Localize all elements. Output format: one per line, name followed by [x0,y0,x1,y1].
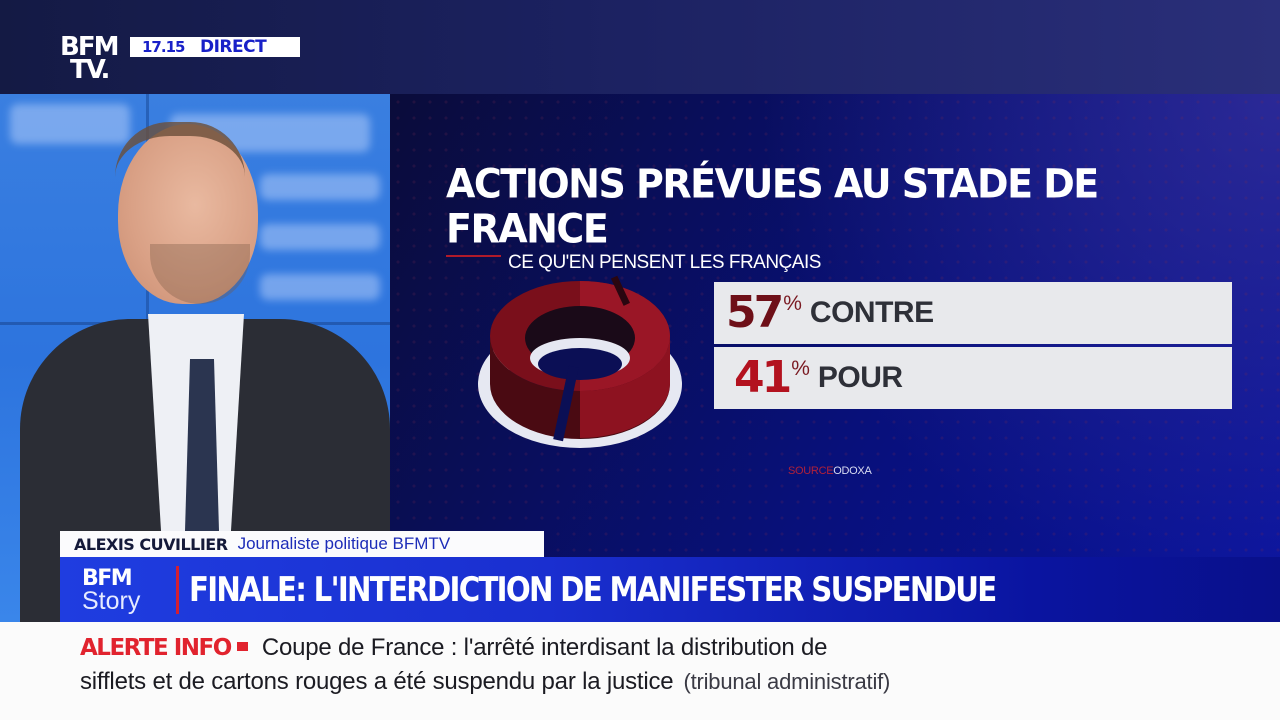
program-logo-line1: BFM [82,565,133,591]
result-row-pour: 41 % POUR [714,347,1232,409]
guest-name: ALEXIS CUVILLIER [74,534,228,554]
background-screen-text [10,104,130,144]
live-label: DIRECT [200,37,267,57]
broadcast-time: 17.15 [142,38,185,56]
ticker-line-1: ALERTE INFO Coupe de France : l'arrêté in… [80,631,1280,665]
percent-sign: % [783,292,802,315]
poll-subtitle: CE QU'EN PENSENT LES FRANÇAIS [508,252,821,273]
donut-chart-3d [475,266,685,456]
ticker-note: (tribunal administratif) [683,669,891,694]
logo-line1: BFM [60,32,119,62]
ticker-line-2: sifflets et de cartons rouges a été susp… [80,665,1280,698]
result-label: CONTRE [809,296,934,329]
live-tag: 17.15 DIRECT [130,37,300,57]
background-screen-text [260,274,380,300]
result-label: POUR [817,361,903,394]
result-value: 57 [726,287,784,338]
program-logo-line2: Story [82,586,141,615]
alert-label: ALERTE INFO [80,635,232,661]
news-ticker: ALERTE INFO Coupe de France : l'arrêté in… [0,622,1280,720]
logo-line2: TV. [70,55,110,85]
background-screen-text [260,174,380,200]
subtitle-accent-line [446,255,501,257]
headline-band: BFM Story FINALE: L'INTERDICTION DE MANI… [60,557,1280,622]
guest-role: Journaliste politique BFMTV [237,534,451,553]
ticker-text-2: sifflets et de cartons rouges a été susp… [80,668,674,695]
source-label: SOURCE [788,465,834,477]
result-row-contre: 57 % CONTRE [714,282,1232,344]
source-value: ODOXA [833,465,872,477]
bfmtv-logo: BFM TV. [60,32,126,90]
background-screen-text [260,224,380,250]
name-strap: ALEXIS CUVILLIER Journaliste politique B… [60,531,544,557]
result-value: 41 [734,352,792,403]
headline-text: FINALE: L'INTERDICTION DE MANIFESTER SUS… [189,569,997,610]
poll-title: ACTIONS PRÉVUES AU STADE DE FRANCE [446,160,1099,253]
poll-source: SOURCEODOXA [788,465,872,477]
percent-sign: % [791,357,810,380]
headline-separator [176,565,179,614]
bfm-story-logo: BFM Story [60,565,170,615]
ticker-text-1: Coupe de France : l'arrêté interdisant l… [261,634,828,661]
alert-square-icon [236,642,248,652]
